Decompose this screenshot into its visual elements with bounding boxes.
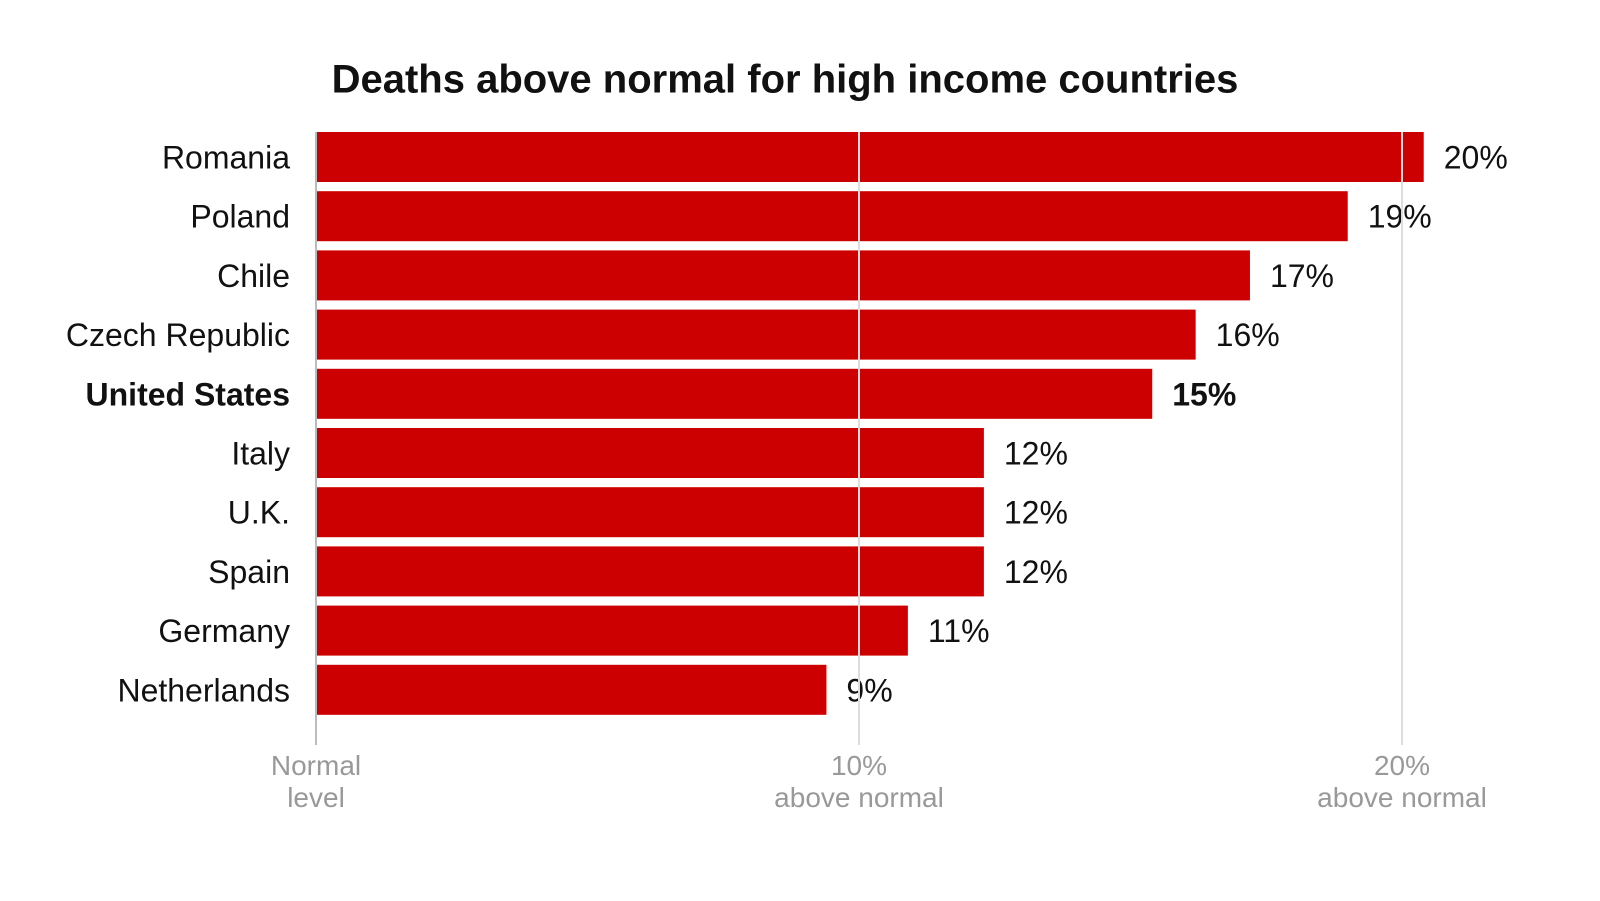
bar [316, 664, 827, 715]
value-label: 12% [1004, 435, 1068, 471]
y-tick-label: Germany [158, 613, 290, 649]
x-tick-label: 20% above normal [1317, 750, 1487, 813]
value-label: 20% [1444, 139, 1508, 175]
y-tick-label: Poland [190, 199, 290, 235]
value-label: 16% [1216, 317, 1280, 353]
bar [316, 428, 984, 478]
value-label: 12% [1004, 554, 1068, 590]
chart-title: Deaths above normal for high income coun… [332, 58, 1239, 102]
value-label: 12% [1004, 495, 1068, 531]
value-label: 15% [1172, 376, 1236, 412]
bar [316, 309, 1196, 360]
y-tick-label: Netherlands [117, 672, 290, 708]
bar [316, 132, 1424, 182]
value-label: 17% [1270, 258, 1334, 294]
y-tick-label: U.K. [228, 495, 290, 531]
value-label: 19% [1368, 199, 1432, 235]
value-label: 9% [846, 672, 892, 708]
x-tick-label: 10% above normal [774, 750, 944, 813]
bar [316, 487, 984, 538]
y-tick-label: United States [86, 376, 290, 412]
y-tick-label: Italy [231, 435, 290, 471]
bar [316, 605, 908, 656]
y-tick-label: Spain [208, 554, 290, 590]
y-tick-label: Czech Republic [66, 317, 290, 353]
bar [316, 250, 1250, 301]
y-tick-label: Chile [217, 258, 290, 294]
bar [316, 546, 984, 597]
y-tick-label: Romania [162, 139, 290, 175]
bar [316, 191, 1348, 242]
bar [316, 368, 1153, 419]
value-label: 11% [928, 613, 990, 649]
x-tick-label: Normal level [271, 750, 361, 813]
